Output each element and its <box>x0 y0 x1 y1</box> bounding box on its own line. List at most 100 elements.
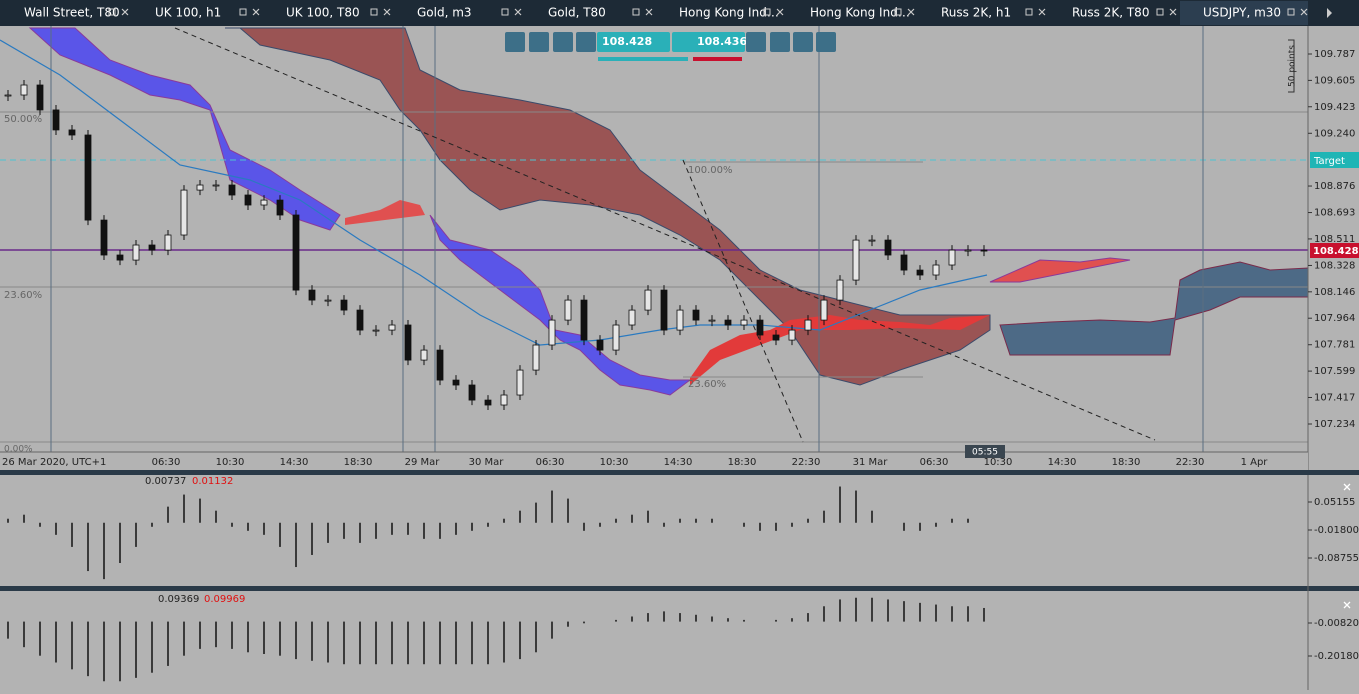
close-pane[interactable] <box>1343 483 1351 609</box>
time-label: 14:30 <box>280 457 309 468</box>
tab-detach[interactable] <box>370 8 378 16</box>
tab[interactable] <box>263 1 391 25</box>
buy-button[interactable] <box>672 32 745 52</box>
tool-button[interactable] <box>553 32 573 52</box>
tab-label: Russ 2K, T80 <box>1072 6 1149 20</box>
tab-detach[interactable] <box>763 8 771 16</box>
indicator-axis-label: 0.05155 <box>1314 497 1355 508</box>
pane-separator <box>0 470 1359 475</box>
tab-close[interactable] <box>514 8 522 16</box>
candle <box>516 369 524 396</box>
tool-button[interactable] <box>793 32 813 52</box>
candle <box>596 339 604 351</box>
tool-button[interactable] <box>746 32 766 52</box>
candle <box>532 344 540 371</box>
candle <box>260 199 268 206</box>
candle <box>36 84 44 111</box>
indicator-readout: 0.09369 <box>158 594 199 605</box>
sell-button[interactable] <box>597 32 670 52</box>
ichimoku-cloud <box>690 315 990 385</box>
ichimoku-cloud <box>345 200 425 225</box>
tab[interactable] <box>525 1 653 25</box>
price-tag <box>1310 243 1359 258</box>
tab-detach[interactable] <box>108 8 116 16</box>
tool-button[interactable] <box>529 32 549 52</box>
tab-close[interactable] <box>383 8 391 16</box>
candle <box>612 324 620 351</box>
tab-close[interactable] <box>1169 8 1177 16</box>
tab[interactable] <box>1049 1 1177 25</box>
tab-detach[interactable] <box>1025 8 1033 16</box>
candle <box>356 309 364 331</box>
time-label: 14:30 <box>664 457 693 468</box>
price-label: 108.511 <box>1314 234 1355 245</box>
tab-detach[interactable] <box>1156 8 1164 16</box>
time-label: 30 Mar <box>469 457 505 468</box>
chart-toolbar: 108.428 108.436 <box>505 32 836 61</box>
candle <box>180 189 188 236</box>
candle <box>388 324 396 331</box>
candle <box>948 249 956 266</box>
ask-price: 108.436 <box>697 35 747 48</box>
tab-detach[interactable] <box>501 8 509 16</box>
candle <box>276 199 284 216</box>
candle <box>756 319 764 336</box>
price-label: 109.605 <box>1314 75 1355 86</box>
candle <box>836 279 844 301</box>
time-label: 10:30 <box>216 457 245 468</box>
tab-close[interactable] <box>907 8 915 16</box>
fib-label: 100.00% <box>688 165 733 176</box>
trend-line <box>682 159 804 443</box>
indicator-readout: 0.09969 <box>204 594 245 605</box>
price-label: 109.423 <box>1314 102 1355 113</box>
candle <box>980 249 988 252</box>
tool-button[interactable] <box>576 32 596 52</box>
tab[interactable] <box>918 1 1046 25</box>
candle <box>772 334 780 341</box>
tab[interactable] <box>1 1 129 25</box>
tab[interactable] <box>787 1 915 25</box>
countdown-tag <box>965 445 1005 458</box>
tab-close[interactable] <box>252 8 260 16</box>
tab[interactable] <box>1180 1 1308 25</box>
price-label: 109.240 <box>1314 128 1355 139</box>
tab-close[interactable] <box>121 8 129 16</box>
candle <box>900 254 908 271</box>
tab-scroll[interactable] <box>1327 8 1332 18</box>
candle <box>708 319 716 322</box>
tab-close[interactable] <box>1300 8 1308 16</box>
price-label: 107.417 <box>1314 392 1355 403</box>
tab-detach[interactable] <box>632 8 640 16</box>
tab[interactable] <box>656 1 784 25</box>
tab-close[interactable] <box>1038 8 1046 16</box>
candle <box>420 349 428 361</box>
tab-detach[interactable] <box>894 8 902 16</box>
candles <box>4 80 988 411</box>
spread-bar <box>693 57 742 61</box>
tool-button[interactable] <box>505 32 525 52</box>
cloud <box>28 27 1309 396</box>
spread-bar <box>598 57 688 61</box>
fib-label: 0.00% <box>4 445 33 455</box>
candle <box>468 384 476 401</box>
ichimoku-cloud <box>999 261 1309 356</box>
ichimoku-cloud <box>225 27 991 386</box>
candle <box>404 324 412 361</box>
trend-line <box>174 27 1156 441</box>
candle <box>740 319 748 326</box>
candle <box>196 184 204 191</box>
tool-button[interactable] <box>816 32 836 52</box>
time-label: 29 Mar <box>405 457 441 468</box>
tab-detach[interactable] <box>1287 8 1295 16</box>
price-label: 107.234 <box>1314 419 1355 430</box>
tab[interactable] <box>132 1 260 25</box>
tab-label: Hong Kong Ind… <box>810 6 910 20</box>
tab-close[interactable] <box>776 8 784 16</box>
tab[interactable] <box>394 1 522 25</box>
price-label: 108.328 <box>1314 260 1355 271</box>
tab-close[interactable] <box>645 8 653 16</box>
main-chart-bg <box>0 26 1359 470</box>
tool-button[interactable] <box>770 32 790 52</box>
tab-detach[interactable] <box>239 8 247 16</box>
candle <box>4 94 12 97</box>
